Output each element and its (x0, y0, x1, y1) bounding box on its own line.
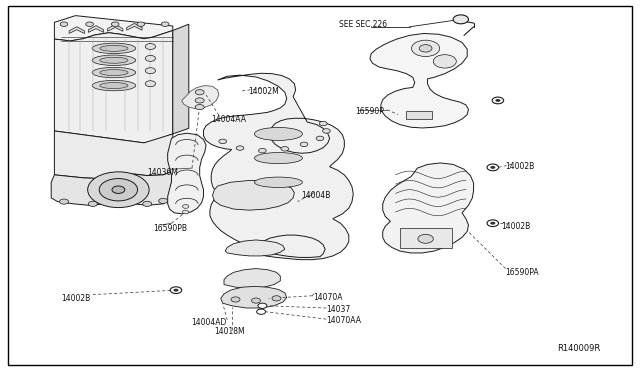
Circle shape (495, 99, 500, 102)
Circle shape (316, 136, 324, 141)
Circle shape (412, 40, 440, 57)
Circle shape (490, 166, 495, 169)
Polygon shape (88, 26, 104, 32)
Text: 14004AD: 14004AD (191, 318, 226, 327)
Text: 16590P: 16590P (355, 107, 384, 116)
Ellipse shape (100, 45, 128, 51)
Ellipse shape (92, 67, 136, 78)
Circle shape (433, 55, 456, 68)
Ellipse shape (100, 83, 128, 89)
Circle shape (161, 22, 169, 26)
Ellipse shape (100, 70, 128, 76)
Circle shape (490, 222, 495, 225)
Ellipse shape (254, 153, 302, 164)
Circle shape (60, 22, 68, 26)
Circle shape (219, 139, 227, 144)
Polygon shape (173, 24, 189, 134)
Polygon shape (225, 240, 285, 256)
Circle shape (112, 186, 125, 193)
Bar (406, 111, 432, 119)
Circle shape (182, 205, 189, 208)
Polygon shape (54, 131, 173, 179)
Circle shape (258, 303, 267, 308)
Text: 14002M: 14002M (248, 87, 279, 96)
Circle shape (195, 98, 204, 103)
Circle shape (323, 129, 330, 133)
Text: 14002B: 14002B (61, 294, 90, 303)
Text: 14004AA: 14004AA (211, 115, 246, 124)
Circle shape (145, 81, 156, 87)
Circle shape (252, 298, 260, 303)
Circle shape (231, 297, 240, 302)
Polygon shape (168, 133, 206, 214)
Circle shape (257, 309, 266, 314)
Circle shape (143, 201, 152, 206)
Polygon shape (51, 171, 173, 205)
Polygon shape (54, 16, 173, 41)
Text: 14002B: 14002B (506, 162, 535, 171)
Polygon shape (127, 23, 142, 30)
Circle shape (487, 164, 499, 171)
Polygon shape (170, 166, 189, 200)
Circle shape (88, 201, 97, 206)
Polygon shape (108, 25, 123, 31)
Text: 16590PA: 16590PA (506, 268, 540, 277)
Ellipse shape (92, 43, 136, 54)
Ellipse shape (254, 127, 302, 140)
Circle shape (281, 147, 289, 151)
Ellipse shape (92, 80, 136, 91)
Text: 14036M: 14036M (147, 169, 178, 177)
Circle shape (137, 22, 145, 26)
Polygon shape (224, 269, 280, 288)
Circle shape (145, 55, 156, 61)
Polygon shape (221, 286, 287, 308)
Ellipse shape (100, 57, 128, 63)
Polygon shape (370, 33, 468, 128)
Circle shape (170, 287, 182, 294)
Circle shape (453, 15, 468, 24)
Circle shape (195, 90, 204, 95)
Circle shape (182, 210, 189, 214)
Text: 16590PB: 16590PB (154, 224, 188, 233)
Text: 14004B: 14004B (301, 191, 330, 200)
Text: 14018M: 14018M (214, 327, 245, 336)
Circle shape (88, 172, 149, 208)
Text: 14037: 14037 (326, 305, 351, 314)
Polygon shape (182, 86, 219, 109)
Polygon shape (69, 27, 84, 33)
Circle shape (60, 199, 68, 204)
Circle shape (111, 22, 119, 26)
Circle shape (272, 296, 281, 301)
Circle shape (319, 121, 327, 126)
Circle shape (173, 289, 179, 292)
Circle shape (86, 22, 93, 26)
FancyBboxPatch shape (400, 228, 452, 248)
Circle shape (418, 234, 433, 243)
Circle shape (159, 198, 168, 203)
Circle shape (145, 44, 156, 49)
Circle shape (145, 68, 156, 74)
Circle shape (419, 45, 432, 52)
Text: R140009R: R140009R (557, 344, 600, 353)
Ellipse shape (254, 177, 302, 187)
Text: 14070AA: 14070AA (326, 316, 362, 325)
Text: 14070A: 14070A (314, 293, 343, 302)
Polygon shape (212, 180, 294, 210)
Polygon shape (54, 31, 173, 143)
Circle shape (195, 105, 204, 110)
Polygon shape (383, 163, 474, 253)
Text: 14002B: 14002B (501, 222, 531, 231)
Circle shape (300, 142, 308, 147)
Circle shape (487, 220, 499, 227)
Circle shape (99, 179, 138, 201)
Circle shape (259, 148, 266, 153)
Circle shape (492, 97, 504, 104)
Circle shape (236, 146, 244, 150)
Ellipse shape (92, 55, 136, 65)
Polygon shape (204, 73, 353, 260)
Text: SEE SEC.226: SEE SEC.226 (339, 20, 387, 29)
